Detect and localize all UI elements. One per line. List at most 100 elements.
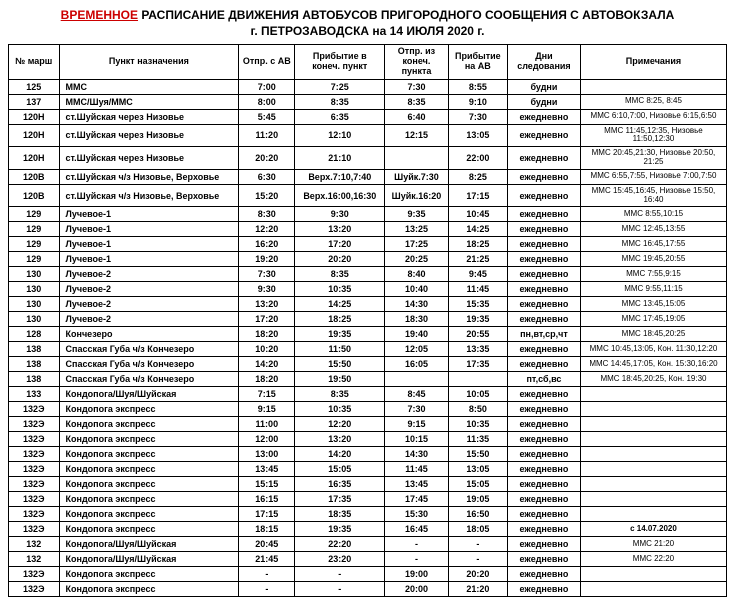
cell-arr-av: 21:25 <box>448 252 507 267</box>
cell-notes <box>580 582 726 597</box>
cell-arr-end: 17:35 <box>295 492 385 507</box>
table-row: 133Кондопога/Шуя/Шуйская7:158:358:4510:0… <box>9 387 727 402</box>
table-row: 132ЭКондопога экспресс17:1518:3515:3016:… <box>9 507 727 522</box>
cell-route: 132Э <box>9 477 60 492</box>
cell-dep-av: - <box>239 582 295 597</box>
table-row: 129Лучевое-119:2020:2020:2521:25ежедневн… <box>9 252 727 267</box>
cell-dest: Кондопога экспресс <box>59 402 239 417</box>
table-row: 138Спасская Губа ч/з Кончезеро14:2015:50… <box>9 357 727 372</box>
cell-arr-av: 19:05 <box>448 492 507 507</box>
table-row: 129Лучевое-18:309:309:3510:45ежедневноММ… <box>9 207 727 222</box>
cell-notes: ММС 7:55,9:15 <box>580 267 726 282</box>
cell-arr-av: - <box>448 552 507 567</box>
header-row: № марш Пункт назначения Отпр. с АВ Прибы… <box>9 45 727 80</box>
cell-days: ежедневно <box>507 222 580 237</box>
cell-route: 132Э <box>9 432 60 447</box>
table-row: 120Нст.Шуйская через Низовье11:2012:1012… <box>9 124 727 147</box>
cell-arr-av: 16:50 <box>448 507 507 522</box>
cell-dep-av: 18:20 <box>239 327 295 342</box>
cell-arr-end: 10:35 <box>295 402 385 417</box>
cell-days: пт,сб,вс <box>507 372 580 387</box>
cell-notes <box>580 477 726 492</box>
cell-days: ежедневно <box>507 252 580 267</box>
cell-arr-av: 9:45 <box>448 267 507 282</box>
cell-dep-end: 16:45 <box>385 522 449 537</box>
cell-arr-end: 14:20 <box>295 447 385 462</box>
cell-notes: ММС 6:55,7:55, Низовье 7:00,7:50 <box>580 169 726 184</box>
cell-dest: Лучевое-2 <box>59 267 239 282</box>
cell-route: 120Н <box>9 109 60 124</box>
h-days: Дни следования <box>507 45 580 80</box>
cell-days: ежедневно <box>507 282 580 297</box>
cell-arr-av: 10:35 <box>448 417 507 432</box>
cell-arr-end: 10:35 <box>295 282 385 297</box>
cell-arr-end: 7:25 <box>295 79 385 94</box>
cell-arr-end: 9:30 <box>295 207 385 222</box>
cell-dep-av: 15:20 <box>239 184 295 207</box>
table-row: 132ЭКондопога экспресс--19:0020:20ежедне… <box>9 567 727 582</box>
cell-dep-end: - <box>385 552 449 567</box>
cell-arr-av <box>448 372 507 387</box>
cell-dep-end: 7:30 <box>385 79 449 94</box>
cell-dest: Кондопога экспресс <box>59 522 239 537</box>
cell-arr-av: 9:10 <box>448 94 507 109</box>
cell-route: 130 <box>9 282 60 297</box>
cell-arr-end: 12:10 <box>295 124 385 147</box>
cell-notes: ММС 22:20 <box>580 552 726 567</box>
cell-notes: ММС 20:45,21:30, Низовье 20:50, 21:25 <box>580 147 726 170</box>
cell-dep-end: Шуйк.16:20 <box>385 184 449 207</box>
cell-arr-av: 14:25 <box>448 222 507 237</box>
cell-arr-end: 11:50 <box>295 342 385 357</box>
cell-days: пн,вт,ср,чт <box>507 327 580 342</box>
cell-route: 132Э <box>9 402 60 417</box>
cell-dep-av: 13:20 <box>239 297 295 312</box>
cell-notes: с 14.07.2020 <box>580 522 726 537</box>
cell-days: будни <box>507 94 580 109</box>
cell-dep-av: 9:30 <box>239 282 295 297</box>
cell-arr-end: 19:50 <box>295 372 385 387</box>
table-row: 130Лучевое-29:3010:3510:4011:45ежедневно… <box>9 282 727 297</box>
cell-route: 129 <box>9 207 60 222</box>
table-row: 132ЭКондопога экспресс12:0013:2010:1511:… <box>9 432 727 447</box>
cell-arr-end: 16:35 <box>295 477 385 492</box>
cell-route: 138 <box>9 357 60 372</box>
cell-dest: Лучевое-2 <box>59 312 239 327</box>
table-row: 125ММС7:007:257:308:55будни <box>9 79 727 94</box>
cell-days: ежедневно <box>507 297 580 312</box>
cell-arr-av: 18:05 <box>448 522 507 537</box>
table-row: 132ЭКондопога экспресс9:1510:357:308:50е… <box>9 402 727 417</box>
cell-dep-av: 17:20 <box>239 312 295 327</box>
cell-arr-end: 22:20 <box>295 537 385 552</box>
cell-route: 120В <box>9 184 60 207</box>
cell-arr-av: 15:35 <box>448 297 507 312</box>
cell-dest: Кондопога экспресс <box>59 582 239 597</box>
cell-dep-end: 19:00 <box>385 567 449 582</box>
cell-arr-av: 18:25 <box>448 237 507 252</box>
cell-dep-end: 8:45 <box>385 387 449 402</box>
cell-notes: ММС 6:10,7:00, Низовье 6:15,6:50 <box>580 109 726 124</box>
cell-dep-av: 7:30 <box>239 267 295 282</box>
table-row: 132ЭКондопога экспресс13:4515:0511:4513:… <box>9 462 727 477</box>
cell-dest: Лучевое-2 <box>59 297 239 312</box>
table-row: 120Нст.Шуйская через Низовье20:2021:1022… <box>9 147 727 170</box>
cell-dep-av: 11:00 <box>239 417 295 432</box>
subtitle: г. ПЕТРОЗАВОДСКА на 14 ИЮЛЯ 2020 г. <box>8 24 727 38</box>
cell-dep-end: 13:45 <box>385 477 449 492</box>
cell-arr-end: - <box>295 582 385 597</box>
cell-route: 132 <box>9 552 60 567</box>
cell-dep-end <box>385 147 449 170</box>
cell-dep-av: - <box>239 567 295 582</box>
cell-arr-end: 8:35 <box>295 387 385 402</box>
cell-dest: ст.Шуйская через Низовье <box>59 109 239 124</box>
cell-dep-end: 9:15 <box>385 417 449 432</box>
cell-route: 129 <box>9 222 60 237</box>
cell-notes: ММС 8:25, 8:45 <box>580 94 726 109</box>
table-row: 120Вст.Шуйская ч/з Низовье, Верховье15:2… <box>9 184 727 207</box>
cell-notes: ММС 21:20 <box>580 537 726 552</box>
cell-arr-av: 8:25 <box>448 169 507 184</box>
cell-dest: Лучевое-2 <box>59 282 239 297</box>
cell-dep-end: 19:40 <box>385 327 449 342</box>
title: ВРЕМЕННОЕ РАСПИСАНИЕ ДВИЖЕНИЯ АВТОБУСОВ … <box>8 8 727 22</box>
cell-dep-end: 9:35 <box>385 207 449 222</box>
cell-dest: Кондопога/Шуя/Шуйская <box>59 537 239 552</box>
